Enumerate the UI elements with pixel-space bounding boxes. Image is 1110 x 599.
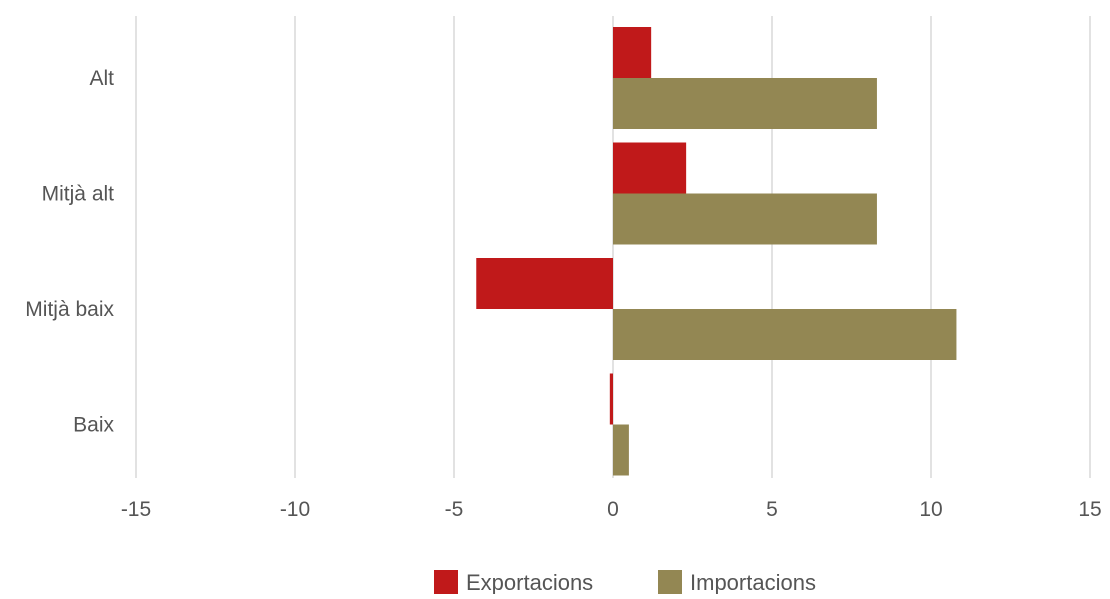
- category-label-3: Baix: [73, 414, 114, 437]
- bar-exportacions-3: [609, 373, 613, 425]
- category-label-0: Alt: [89, 67, 114, 90]
- bars: [476, 27, 957, 476]
- bar-exportacions-2: [476, 258, 613, 309]
- bar-exportacions-1: [613, 142, 687, 194]
- x-tick-label-1: -10: [280, 498, 310, 521]
- category-labels: Alt Mitjà alt Mitjà baix Baix: [25, 67, 114, 437]
- bar-importacions-0: [613, 78, 877, 129]
- legend-swatch-exportacions: [434, 570, 458, 594]
- x-axis-ticks: -15 -10 -5 0 5 10 15: [121, 498, 1102, 521]
- x-tick-label-5: 10: [919, 498, 942, 521]
- x-tick-label-0: -15: [121, 498, 151, 521]
- bar-exportacions-0: [613, 27, 652, 78]
- x-tick-label-4: 5: [766, 498, 778, 521]
- legend-swatch-importacions: [658, 570, 682, 594]
- x-tick-label-2: -5: [445, 498, 464, 521]
- bar-importacions-2: [613, 309, 957, 360]
- x-tick-label-3: 0: [607, 498, 619, 521]
- legend: Exportacions Importacions: [434, 570, 816, 595]
- category-label-1: Mitjà alt: [42, 183, 115, 206]
- legend-label-exportacions: Exportacions: [466, 570, 593, 594]
- category-label-2: Mitjà baix: [25, 298, 114, 321]
- x-tick-label-6: 15: [1078, 498, 1101, 521]
- legend-label-importacions: Importacions: [690, 570, 816, 594]
- bar-importacions-3: [613, 424, 629, 476]
- bar-importacions-1: [613, 193, 877, 245]
